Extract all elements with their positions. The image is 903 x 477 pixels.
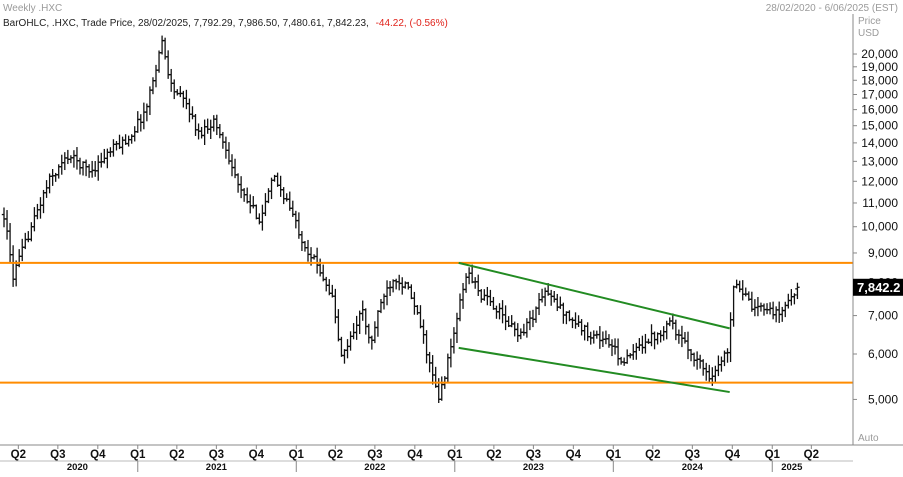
y-axis-title-currency: USD — [858, 28, 879, 39]
x-tick-label: Q2 — [804, 449, 819, 461]
ohlc-bars — [1, 35, 800, 404]
x-tick-label: Q1 — [447, 449, 463, 461]
x-tick-label: Q4 — [90, 449, 106, 461]
last-price-box — [853, 278, 903, 296]
x-tick-label: Q4 — [725, 449, 741, 461]
x-tick-label: Q4 — [249, 449, 265, 461]
y-tick-label: 18,000 — [861, 73, 898, 87]
last-price-tag: 7,842.2 — [853, 278, 903, 296]
y-tick-label: 13,000 — [861, 154, 898, 168]
legend-change: -44.22, (-0.56%) — [376, 18, 448, 29]
y-tick-label: 16,000 — [861, 103, 898, 117]
y-tick-label: 19,000 — [861, 60, 898, 74]
ohlc-bar — [792, 293, 797, 305]
upper-trendline[interactable] — [458, 261, 730, 330]
last-price-label: 7,842.2 — [857, 280, 900, 295]
year-label: 2022 — [364, 462, 385, 472]
year-label: 2025 — [781, 462, 803, 472]
y-tick-label: 20,000 — [861, 47, 898, 61]
legend-text: BarOHLC, .HXC, Trade Price, 28/02/2025, … — [3, 18, 448, 29]
y-tick-label: 5,000 — [868, 392, 898, 406]
x-tick-label: Q4 — [407, 449, 423, 461]
annotation-lines — [0, 261, 853, 394]
x-tick-label: Q3 — [50, 449, 65, 461]
y-tick-label: 12,000 — [861, 174, 898, 188]
x-tick-label: Q3 — [209, 449, 224, 461]
date-range: 28/02/2020 - 6/06/2025 (EST) — [766, 3, 898, 14]
x-tick-label: Q2 — [11, 449, 26, 461]
y-tick-label: 14,000 — [861, 136, 898, 150]
x-tick-label: Q2 — [328, 449, 343, 461]
x-tick-label: Q4 — [566, 449, 582, 461]
x-axis: Q2 Q3 Q4 Q1 Q2 Q3 Q4 Q1 Q2 Q3 Q4 Q1 Q2 Q3 Q4 Q1 Q2 Q3 Q4 Q1… — [0, 445, 853, 473]
y-tick-label: 11,000 — [862, 196, 898, 210]
y-axis-title-price: Price — [858, 16, 881, 27]
x-tick-label: Q2 — [645, 449, 660, 461]
y-tick-label: 17,000 — [861, 88, 898, 102]
year-label: 2024 — [682, 462, 704, 472]
x-tick-label: Q1 — [606, 449, 622, 461]
lower-trendline[interactable] — [458, 346, 730, 394]
x-tick-label: Q3 — [685, 449, 700, 461]
legend-prefix: BarOHLC, .HXC, Trade Price, 28/02/2025, … — [3, 18, 369, 29]
x-tick-label: Q3 — [526, 449, 541, 461]
x-tick-label: Q1 — [130, 449, 146, 461]
y-axis-ticks: 5,0006,0007,0008,0009,00010,00011,00012,… — [853, 47, 898, 406]
y-tick-label: 9,000 — [868, 246, 898, 260]
x-tick-label: Q1 — [289, 449, 305, 461]
y-tick-label: 6,000 — [868, 347, 898, 361]
y-tick-label: 10,000 — [861, 220, 898, 234]
chart-title: Weekly .HXC — [3, 3, 62, 14]
x-tick-label: Q3 — [367, 449, 382, 461]
y-tick-label: 7,000 — [868, 309, 898, 323]
x-tick-label: Q1 — [765, 449, 781, 461]
y-tick-label: 15,000 — [861, 119, 898, 133]
ohlc-bar — [795, 282, 800, 300]
year-label: 2020 — [67, 462, 88, 472]
x-tick-label: Q2 — [169, 449, 184, 461]
year-label: 2023 — [523, 462, 544, 472]
year-label: 2021 — [206, 462, 228, 472]
x-tick-label: Q2 — [486, 449, 501, 461]
auto-scale-label[interactable]: Auto — [858, 433, 879, 444]
